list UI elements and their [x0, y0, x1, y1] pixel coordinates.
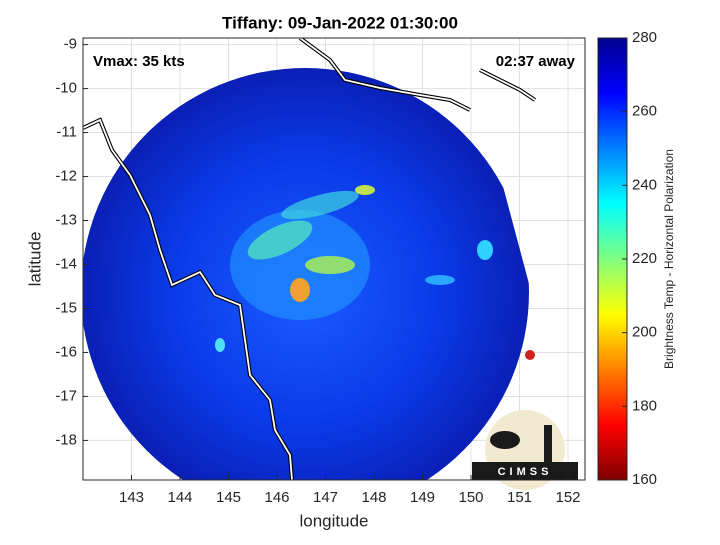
- cimss-logo: CIMSS: [472, 410, 578, 490]
- colorbar-tick-label: 200: [632, 324, 657, 341]
- y-tick-label: -16: [55, 343, 77, 360]
- colorbar-label: Brightness Temp - Horizontal Polarizatio…: [662, 149, 676, 369]
- x-axis-label: longitude: [299, 511, 368, 530]
- y-tick-label: -10: [55, 80, 77, 97]
- annotation: 02:37 away: [496, 53, 576, 70]
- y-tick-label: -15: [55, 299, 77, 316]
- x-tick-label: 149: [410, 489, 435, 506]
- colorbar-tick-label: 160: [632, 471, 657, 488]
- colorbar-tick-label: 220: [632, 250, 657, 267]
- x-tick-label: 143: [119, 489, 144, 506]
- colorbar-tick-label: 260: [632, 103, 657, 120]
- colorbar-tick-label: 240: [632, 176, 657, 193]
- x-tick-label: 147: [313, 489, 338, 506]
- satellite-image: [83, 38, 537, 480]
- x-tick-label: 152: [556, 489, 581, 506]
- logo-text: CIMSS: [498, 466, 553, 478]
- y-tick-label: -13: [55, 211, 77, 228]
- x-tick-label: 145: [216, 489, 241, 506]
- y-tick-label: -12: [55, 168, 77, 185]
- annotation: Vmax: 35 kts: [93, 53, 185, 70]
- y-tick-label: -17: [55, 387, 77, 404]
- y-axis-label: latitude: [25, 232, 44, 287]
- y-tick-label: -14: [55, 255, 77, 272]
- x-tick-label: 150: [459, 489, 484, 506]
- colorbar-tick-label: 180: [632, 397, 657, 414]
- plot-frame: [82, 37, 586, 481]
- x-tick-label: 151: [507, 489, 532, 506]
- y-tick-label: -9: [64, 36, 77, 53]
- colorbar-tick-label: 280: [632, 29, 657, 46]
- x-tick-label: 146: [264, 489, 289, 506]
- y-tick-label: -11: [56, 124, 77, 141]
- y-tick-label: -18: [55, 431, 77, 448]
- x-tick-label: 148: [361, 489, 386, 506]
- x-tick-label: 144: [167, 489, 192, 506]
- chart-title: Tiffany: 09-Jan-2022 01:30:00: [222, 13, 458, 32]
